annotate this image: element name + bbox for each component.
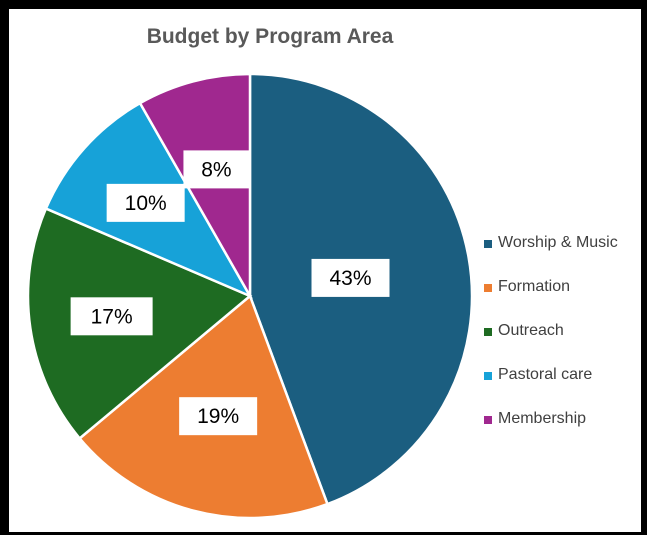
- data-label-box: [183, 150, 250, 189]
- legend-label: Formation: [498, 278, 571, 295]
- data-label-box: [311, 258, 390, 297]
- legend-swatch: [484, 416, 492, 424]
- data-label: 10%: [125, 192, 167, 215]
- data-label: 19%: [197, 405, 239, 428]
- legend-label: Worship & Music: [498, 234, 618, 251]
- data-label: 43%: [329, 267, 371, 290]
- data-label-box: [106, 183, 185, 222]
- legend-swatch: [484, 284, 492, 292]
- legend-swatch: [484, 328, 492, 336]
- legend-swatch: [484, 372, 492, 380]
- chart-title: Budget by Program Area: [146, 25, 394, 48]
- data-label-box: [179, 397, 258, 436]
- data-label: 8%: [201, 158, 231, 181]
- legend-swatch: [484, 240, 492, 248]
- legend-label: Pastoral care: [498, 366, 593, 383]
- legend-label: Outreach: [498, 322, 564, 339]
- legend-label: Membership: [498, 410, 587, 427]
- data-label-box: [70, 297, 153, 336]
- data-label: 17%: [91, 305, 133, 328]
